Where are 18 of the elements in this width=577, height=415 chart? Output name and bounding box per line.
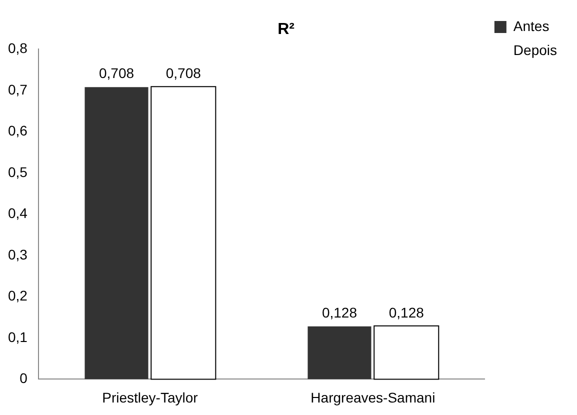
text: Depois xyxy=(513,42,558,58)
data-label: 0,128 xyxy=(322,304,358,320)
chart-title: R² xyxy=(278,21,294,38)
y-tick-label: 0,7 xyxy=(8,81,28,98)
y-tick-label: 0,3 xyxy=(8,246,28,262)
y-tick-label: 0 xyxy=(20,370,28,386)
data-label: 0,708 xyxy=(98,65,134,82)
y-tick-label: 0,6 xyxy=(8,122,28,139)
y-tick-label: 0,2 xyxy=(8,288,28,304)
data-label: 0,128 xyxy=(388,304,424,320)
y-tick-label: 0,4 xyxy=(8,205,28,222)
legend-label: Antes xyxy=(513,18,550,34)
x-tick-label: Priestley-Taylor xyxy=(102,389,198,406)
y-tick-label: 0,1 xyxy=(8,328,28,345)
y-tick-label: 0,5 xyxy=(8,164,28,180)
x-tick-label: Hargreaves-Samani xyxy=(310,389,436,406)
y-tick-label: 0,8 xyxy=(8,40,28,56)
data-label: 0,708 xyxy=(166,65,202,82)
